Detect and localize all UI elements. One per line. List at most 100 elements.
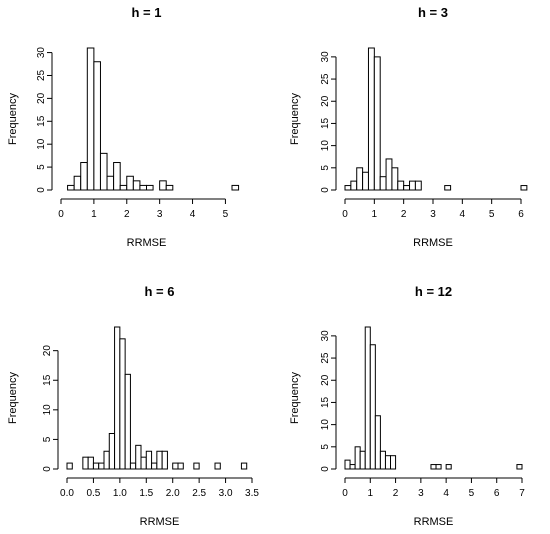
x-tick-label: 3.0 bbox=[219, 488, 233, 499]
y-tick-label: 15 bbox=[320, 117, 331, 129]
histogram-bar bbox=[430, 464, 437, 470]
histogram-bar bbox=[98, 462, 105, 470]
histogram-bar bbox=[82, 456, 89, 470]
histogram-bar bbox=[373, 56, 381, 191]
histogram-bar bbox=[362, 171, 369, 191]
histogram-bar bbox=[87, 456, 94, 470]
histogram-bar bbox=[397, 180, 405, 191]
histogram-bar bbox=[67, 184, 75, 191]
y-tick-label: 30 bbox=[320, 330, 331, 342]
histogram-bar bbox=[344, 185, 352, 191]
histogram-panel-1: h = 1 0 1 2 3 4 5 0 5 10 15 20 25 30 RRMSE Frequency bbox=[7, 5, 240, 249]
x-tick-label: 3.5 bbox=[245, 488, 259, 499]
y-tick-label: 20 bbox=[36, 92, 47, 104]
histogram-bar bbox=[161, 450, 168, 470]
y-tick-label: 30 bbox=[36, 47, 47, 59]
histogram-bar bbox=[86, 47, 95, 191]
y-tick-label: 0 bbox=[42, 466, 53, 472]
y-tick-label: 0 bbox=[36, 187, 47, 193]
x-tick-label: 1 bbox=[91, 209, 97, 220]
histogram-bar bbox=[369, 344, 376, 470]
y-axis-label: Frequency bbox=[7, 372, 19, 424]
histogram-bar bbox=[379, 176, 387, 191]
x-tick-label: 1.0 bbox=[113, 488, 127, 499]
histogram-bar bbox=[126, 175, 134, 191]
histogram-bar bbox=[354, 446, 361, 470]
y-axis-label: Frequency bbox=[289, 372, 301, 424]
x-axis-label: RRMSE bbox=[140, 516, 180, 528]
histogram-bar bbox=[356, 167, 364, 191]
histogram-bar bbox=[384, 455, 392, 470]
histogram-bar bbox=[349, 464, 356, 470]
x-axis-label: RRMSE bbox=[127, 237, 167, 249]
x-tick-label: 4 bbox=[190, 209, 196, 220]
x-tick-label: 6 bbox=[494, 488, 500, 499]
x-tick-label: 2 bbox=[393, 488, 399, 499]
y-tick-label: 10 bbox=[320, 419, 331, 431]
y-tick-label: 15 bbox=[320, 396, 331, 408]
histogram-bar bbox=[359, 450, 366, 470]
histogram-bar bbox=[66, 462, 73, 470]
histogram-bar bbox=[93, 61, 101, 191]
x-tick-label: 0.5 bbox=[86, 488, 100, 499]
x-tick-label: 5 bbox=[223, 209, 229, 220]
y-tick-label: 0 bbox=[320, 187, 331, 193]
histogram-bar bbox=[132, 180, 141, 191]
histogram-bar bbox=[391, 167, 399, 191]
histogram-bar bbox=[214, 462, 221, 470]
histogram-bar bbox=[145, 450, 153, 470]
histogram-bar bbox=[385, 158, 393, 191]
histogram-bar bbox=[414, 180, 422, 191]
histogram-bar bbox=[390, 455, 397, 470]
histogram-bar bbox=[403, 185, 411, 191]
histogram-bar bbox=[165, 184, 174, 191]
y-tick-label: 10 bbox=[36, 138, 47, 150]
histogram-bar bbox=[119, 184, 128, 191]
x-tick-label: 0 bbox=[342, 488, 348, 499]
chart-title: h = 1 bbox=[132, 5, 162, 20]
histogram-bar bbox=[520, 185, 528, 191]
x-tick-label: 1 bbox=[372, 209, 378, 220]
x-tick-label: 3 bbox=[418, 488, 424, 499]
histogram-bar bbox=[119, 338, 126, 470]
y-tick-label: 30 bbox=[320, 51, 331, 63]
histogram-bar bbox=[231, 184, 240, 191]
histogram-bar bbox=[103, 450, 110, 470]
histogram-bar bbox=[193, 462, 200, 470]
histogram-bar bbox=[80, 162, 88, 191]
histogram-bar bbox=[344, 459, 351, 470]
histogram-bar bbox=[159, 180, 167, 191]
histogram-bar bbox=[92, 462, 100, 470]
x-tick-label: 4 bbox=[443, 488, 449, 499]
histogram-bar bbox=[135, 444, 142, 470]
y-tick-label: 15 bbox=[36, 115, 47, 127]
histogram-bar bbox=[177, 462, 184, 470]
histogram-bar bbox=[106, 175, 115, 191]
y-tick-label: 10 bbox=[42, 404, 53, 416]
y-tick-label: 0 bbox=[320, 466, 331, 472]
x-tick-label: 5 bbox=[469, 488, 475, 499]
y-tick-label: 5 bbox=[320, 165, 331, 171]
y-tick-label: 20 bbox=[320, 95, 331, 107]
y-axis-label: Frequency bbox=[289, 93, 301, 145]
histogram-bar bbox=[444, 185, 452, 191]
x-tick-label: 2.5 bbox=[192, 488, 206, 499]
x-tick-label: 6 bbox=[518, 209, 524, 220]
chart-title: h = 6 bbox=[145, 284, 175, 299]
y-tick-label: 25 bbox=[320, 352, 331, 364]
histogram-bar bbox=[364, 326, 371, 470]
histogram-bar bbox=[435, 464, 442, 470]
x-axis-label: RRMSE bbox=[413, 237, 453, 249]
histogram-bar bbox=[124, 373, 131, 470]
histogram-bar bbox=[146, 184, 154, 191]
histogram-bar bbox=[240, 462, 248, 470]
histogram-bar bbox=[445, 464, 452, 470]
histogram-bar bbox=[113, 162, 121, 191]
histogram-bar bbox=[129, 462, 137, 470]
x-tick-label: 5 bbox=[489, 209, 495, 220]
x-axis-label: RRMSE bbox=[414, 516, 454, 528]
histogram-bar bbox=[367, 47, 375, 191]
histogram-bar bbox=[108, 433, 116, 470]
histogram-bar bbox=[139, 184, 148, 191]
x-tick-label: 0 bbox=[342, 209, 348, 220]
